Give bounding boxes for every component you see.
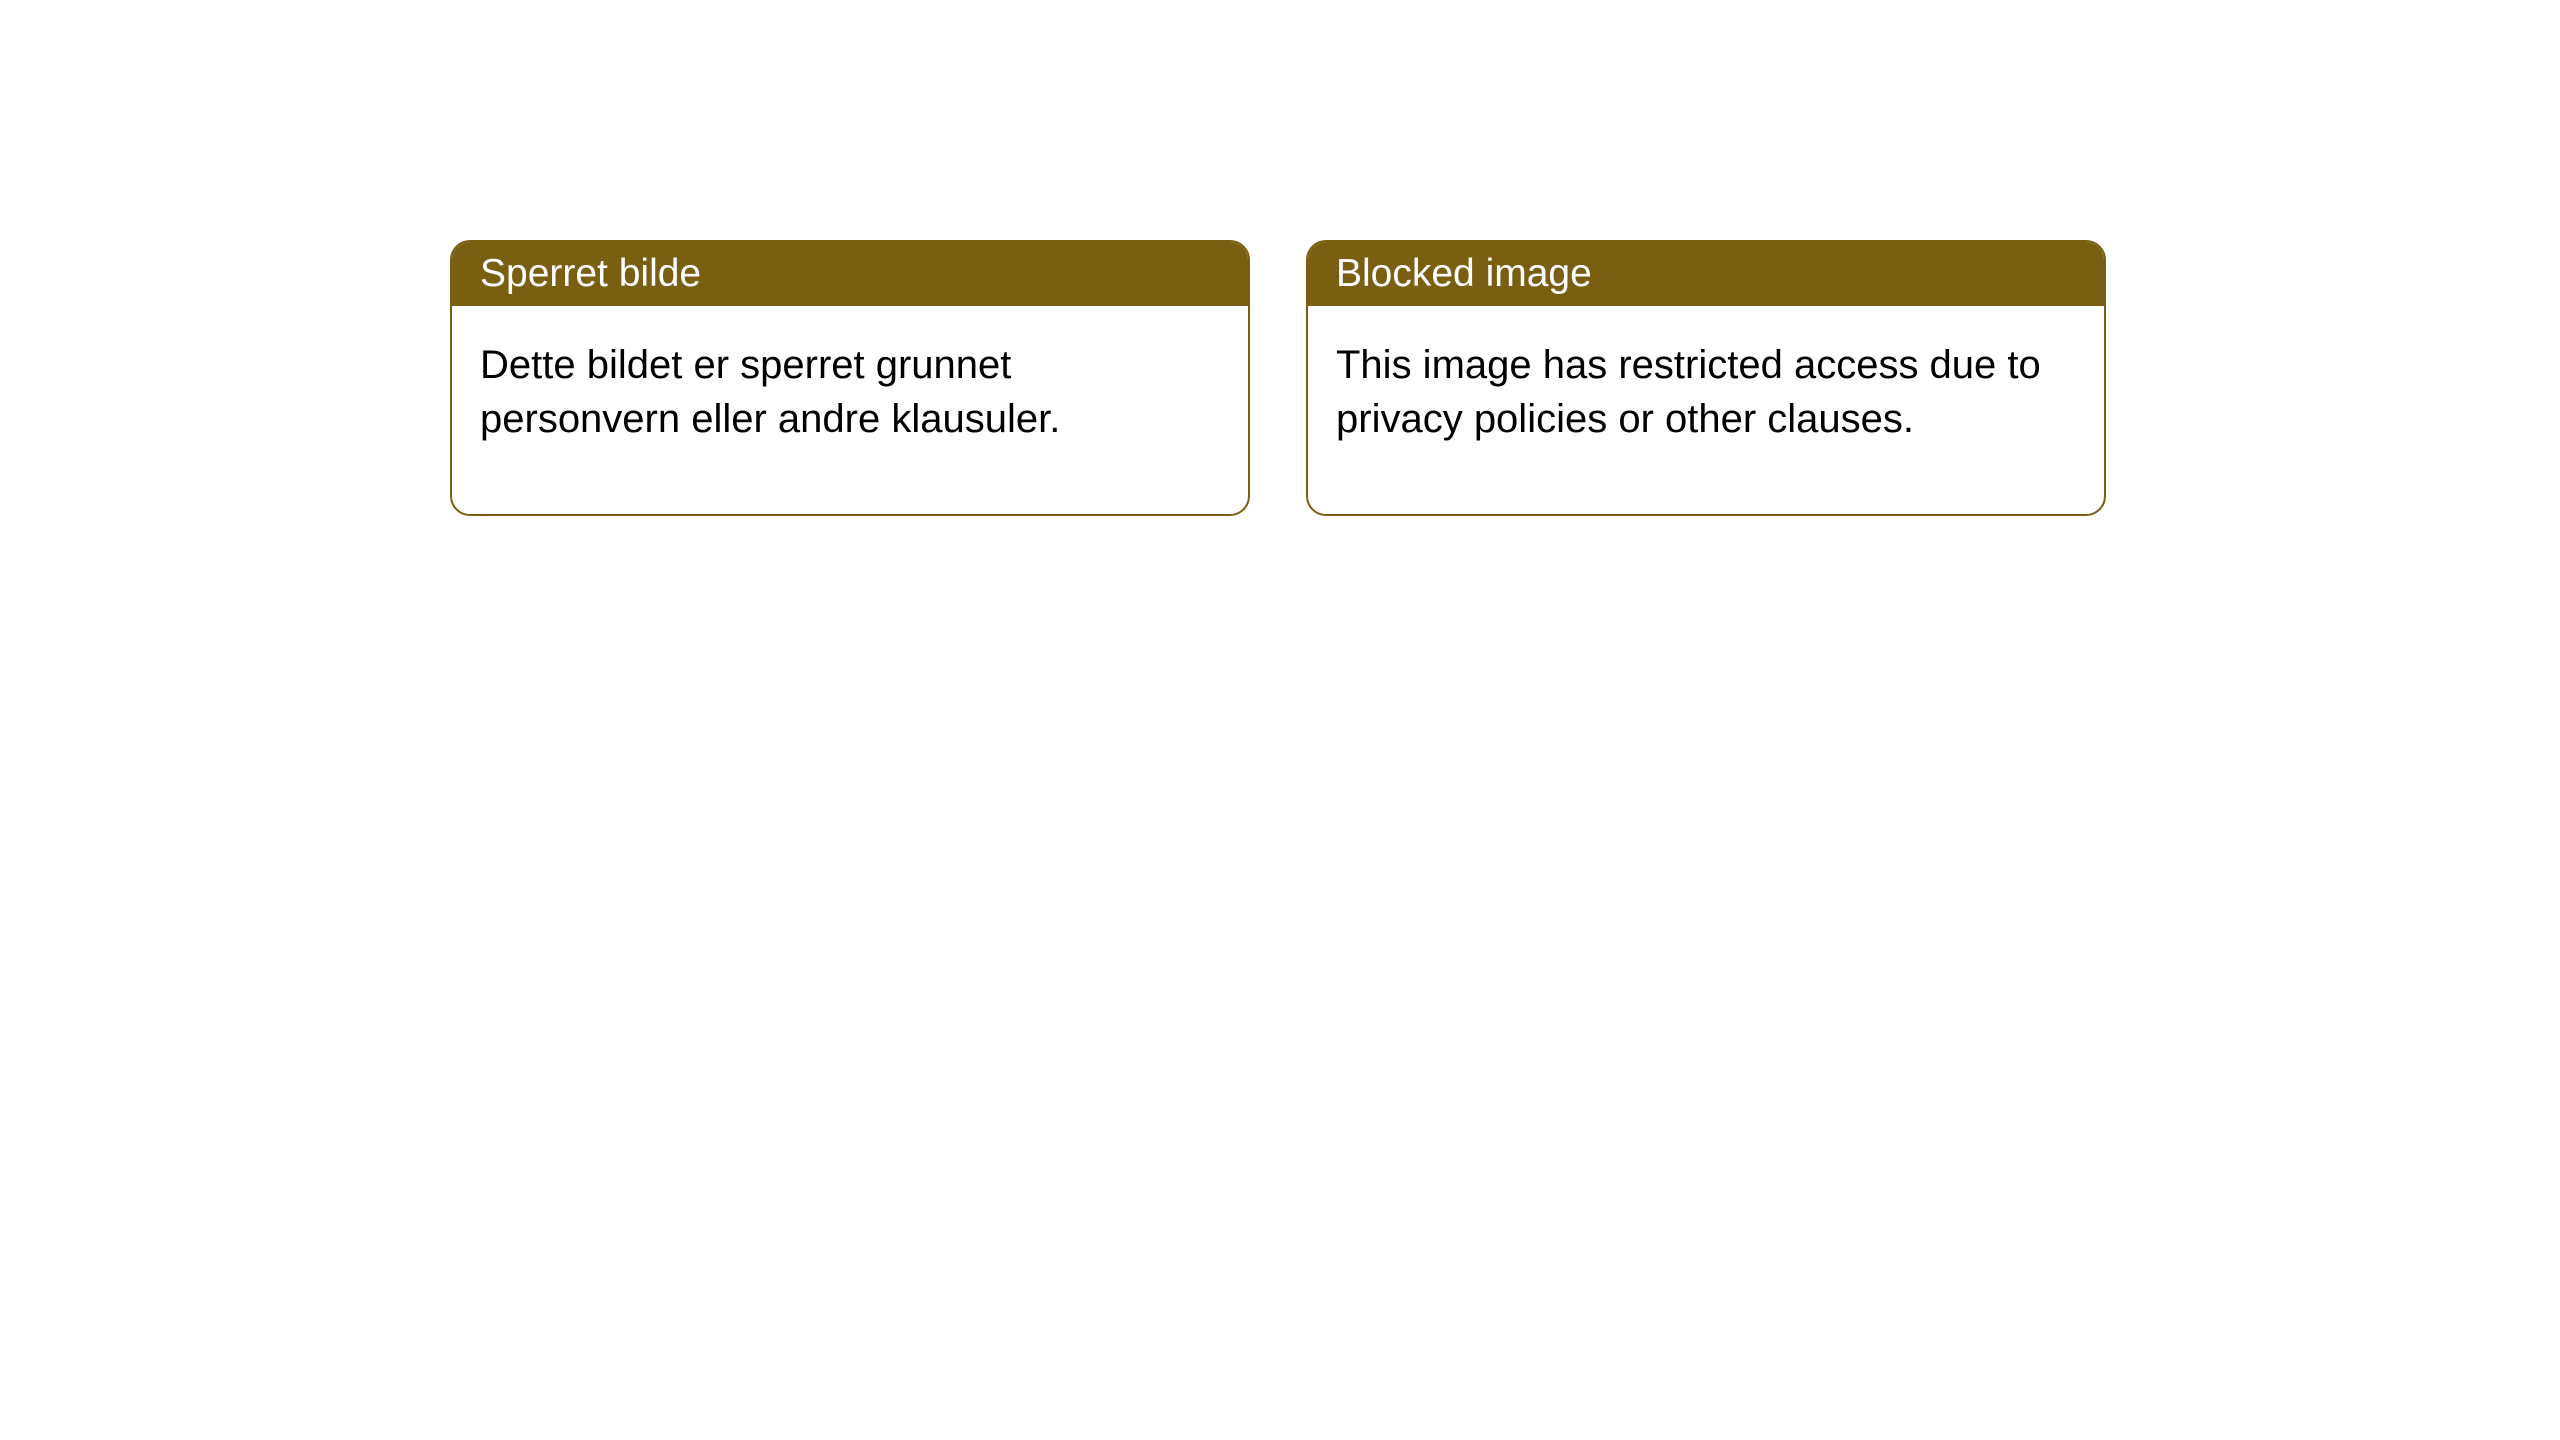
blocked-image-card-no: Sperret bilde Dette bildet er sperret gr…	[450, 240, 1250, 516]
card-header-no: Sperret bilde	[452, 242, 1248, 306]
card-body-en: This image has restricted access due to …	[1308, 306, 2104, 514]
card-body-text-no: Dette bildet er sperret grunnet personve…	[480, 343, 1060, 441]
card-title-no: Sperret bilde	[480, 252, 701, 295]
notice-cards-container: Sperret bilde Dette bildet er sperret gr…	[0, 0, 2560, 516]
card-title-en: Blocked image	[1336, 252, 1592, 295]
card-body-no: Dette bildet er sperret grunnet personve…	[452, 306, 1248, 514]
card-body-text-en: This image has restricted access due to …	[1336, 343, 2041, 441]
blocked-image-card-en: Blocked image This image has restricted …	[1306, 240, 2106, 516]
card-header-en: Blocked image	[1308, 242, 2104, 306]
